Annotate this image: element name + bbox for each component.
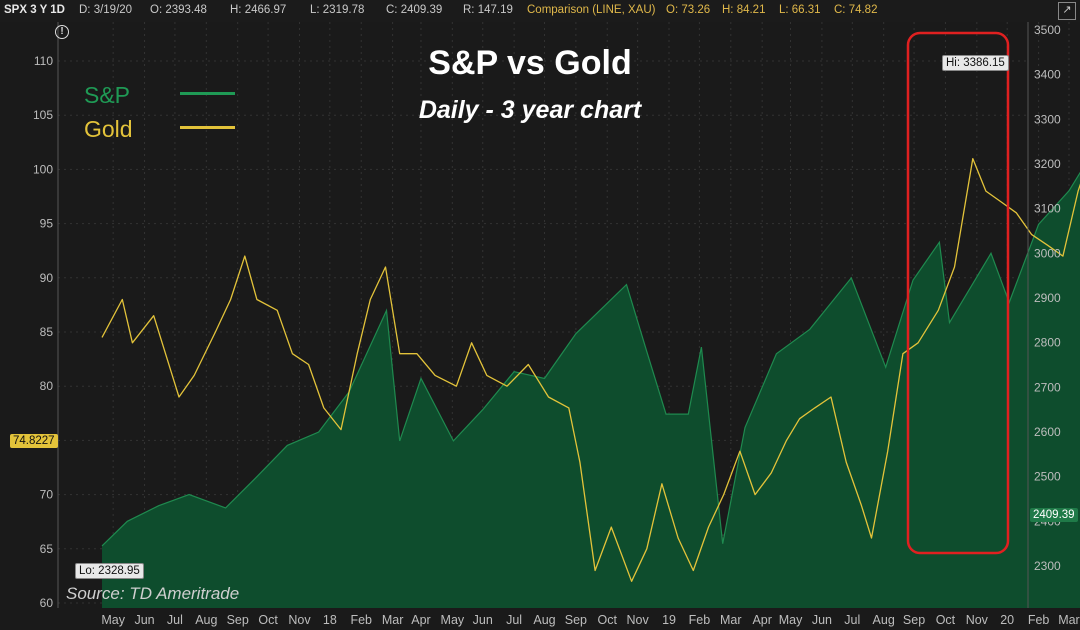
left-tick-label: 100 xyxy=(33,162,53,176)
info-icon[interactable]: ! xyxy=(55,25,69,39)
high-annotation: Hi: 3386.15 xyxy=(942,55,1009,71)
x-tick-label: May xyxy=(441,613,465,627)
legend-label-sp: S&P xyxy=(84,82,131,108)
comparison-low: L: 66.31 xyxy=(779,4,821,16)
left-tick-label: 90 xyxy=(40,271,54,285)
x-tick-label: Mar xyxy=(720,613,742,627)
right-tick-label: 3100 xyxy=(1034,202,1061,216)
x-tick-label: 19 xyxy=(662,613,676,627)
x-tick-label: Jul xyxy=(167,613,183,627)
sp-area xyxy=(102,172,1080,608)
high-readout: H: 2466.97 xyxy=(230,4,287,16)
sp-line xyxy=(101,171,1080,547)
x-tick-label: Jul xyxy=(506,613,522,627)
x-tick-label: 18 xyxy=(323,613,337,627)
right-tick-label: 2300 xyxy=(1034,559,1061,573)
gold-line xyxy=(101,157,1080,582)
axes-layer: 1101051009590858075706560350034003300320… xyxy=(33,22,1080,627)
gold-price-tag: 74.8227 xyxy=(10,434,58,448)
highlight-box xyxy=(906,31,1010,555)
x-tick-label: Nov xyxy=(288,613,311,627)
expand-icon[interactable]: ↗ xyxy=(1058,2,1076,20)
low-readout: L: 2319.78 xyxy=(310,4,365,16)
right-tick-label: 2800 xyxy=(1034,336,1061,350)
x-tick-label: Mar xyxy=(1058,613,1080,627)
open-readout: O: 2393.48 xyxy=(150,4,207,16)
x-tick-label: May xyxy=(779,613,803,627)
left-tick-label: 110 xyxy=(34,54,53,68)
chart-plot-area: 2017 year2018 year2019 year 110105100959… xyxy=(0,22,1080,630)
x-tick-label: Nov xyxy=(966,613,989,627)
legend-label-gold: Gold xyxy=(84,116,133,142)
x-tick-label: Oct xyxy=(598,613,618,627)
x-tick-label: Oct xyxy=(258,613,278,627)
x-tick-label: Aug xyxy=(873,613,895,627)
x-tick-label: Aug xyxy=(533,613,555,627)
right-tick-label: 3300 xyxy=(1034,112,1061,126)
comparison-open: O: 73.26 xyxy=(666,4,711,16)
right-tick-label: 3000 xyxy=(1034,246,1061,260)
x-tick-label: Apr xyxy=(752,613,771,627)
x-tick-label: 20 xyxy=(1000,613,1014,627)
x-tick-label: Feb xyxy=(350,613,372,627)
x-tick-label: Sep xyxy=(565,613,587,627)
x-tick-label: Sep xyxy=(903,613,925,627)
left-tick-label: 85 xyxy=(40,325,54,339)
source-note: Source: TD Ameritrade xyxy=(66,584,240,603)
low-annotation: Lo: 2328.95 xyxy=(75,563,144,579)
x-tick-label: Jun xyxy=(812,613,832,627)
x-tick-label: Feb xyxy=(1028,613,1050,627)
comparison-label[interactable]: Comparison (LINE, XAU) xyxy=(527,4,656,16)
chart-header-bar: SPX 3 Y 1D D: 3/19/20 O: 2393.48 H: 2466… xyxy=(0,0,1080,23)
spx-price-tag: 2409.39 xyxy=(1030,508,1078,522)
right-tick-label: 3200 xyxy=(1034,157,1061,171)
symbol-label[interactable]: SPX 3 Y 1D xyxy=(4,4,65,16)
date-readout: D: 3/19/20 xyxy=(79,4,133,16)
x-tick-label: Jul xyxy=(844,613,860,627)
legend-swatch-sp xyxy=(180,92,235,95)
x-tick-label: Feb xyxy=(689,613,711,627)
x-tick-label: Jun xyxy=(473,613,493,627)
x-tick-label: Oct xyxy=(936,613,956,627)
left-tick-label: 80 xyxy=(40,379,54,393)
x-tick-label: Jun xyxy=(134,613,154,627)
right-tick-label: 2700 xyxy=(1034,380,1061,394)
right-tick-label: 2500 xyxy=(1034,470,1061,484)
right-tick-label: 3500 xyxy=(1034,23,1061,37)
left-tick-label: 70 xyxy=(40,488,54,502)
comparison-high: H: 84.21 xyxy=(722,4,766,16)
chart-subtitle: Daily - 3 year chart xyxy=(418,96,642,124)
x-tick-label: Sep xyxy=(227,613,249,627)
x-tick-label: May xyxy=(101,613,125,627)
left-tick-label: 60 xyxy=(40,596,54,610)
x-tick-label: Nov xyxy=(627,613,650,627)
right-tick-label: 3400 xyxy=(1034,68,1061,82)
x-tick-label: Aug xyxy=(195,613,217,627)
chart-title: S&P vs Gold xyxy=(428,44,632,82)
left-tick-label: 105 xyxy=(33,108,53,122)
right-tick-label: 2600 xyxy=(1034,425,1061,439)
comparison-close: C: 74.82 xyxy=(834,4,878,16)
range-readout: R: 147.19 xyxy=(463,4,513,16)
left-tick-label: 95 xyxy=(40,217,54,231)
series-layer xyxy=(101,157,1080,608)
x-tick-label: Apr xyxy=(411,613,430,627)
x-tick-label: Mar xyxy=(382,613,404,627)
close-readout: C: 2409.39 xyxy=(386,4,443,16)
left-tick-label: 65 xyxy=(40,542,54,556)
right-tick-label: 2900 xyxy=(1034,291,1061,305)
legend-swatch-gold xyxy=(180,126,235,129)
